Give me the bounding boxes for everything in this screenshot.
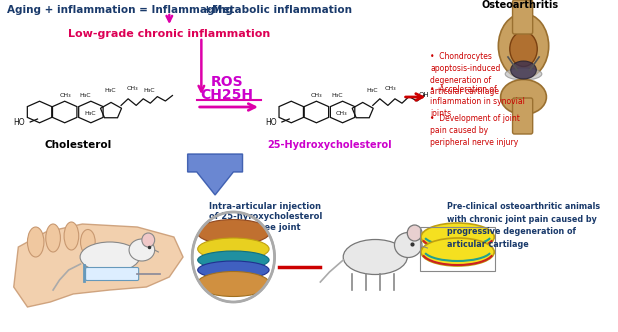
Text: OH: OH: [418, 92, 429, 98]
Text: •  Chondrocytes
apoptosis-induced
degeneration of
articular cartilage: • Chondrocytes apoptosis-induced degener…: [430, 52, 501, 96]
FancyBboxPatch shape: [85, 268, 138, 281]
Polygon shape: [14, 224, 183, 307]
Text: H₃C: H₃C: [366, 88, 378, 93]
Text: Aging + inflammation = Inflammaging: Aging + inflammation = Inflammaging: [7, 5, 234, 15]
Ellipse shape: [197, 219, 270, 244]
Text: Intra-articular injection
of 25-hyroxycholesterol
into knee joint: Intra-articular injection of 25-hyroxych…: [209, 202, 322, 232]
Ellipse shape: [501, 79, 546, 115]
Ellipse shape: [197, 272, 270, 296]
Ellipse shape: [421, 238, 494, 266]
Text: H₃C: H₃C: [144, 88, 155, 93]
Text: CH₃: CH₃: [336, 111, 347, 116]
Text: Cholesterol: Cholesterol: [44, 140, 111, 150]
Text: CH₃: CH₃: [59, 93, 71, 98]
Circle shape: [142, 233, 154, 247]
Text: ROS: ROS: [211, 75, 243, 89]
Ellipse shape: [498, 14, 549, 78]
Ellipse shape: [80, 229, 95, 255]
Text: 25-Hydroxycholesterol: 25-Hydroxycholesterol: [267, 140, 392, 150]
Text: CH₃: CH₃: [311, 93, 323, 98]
Text: •  Acceleration of
inflammation in synovial
joints: • Acceleration of inflammation in synovi…: [430, 85, 525, 118]
Ellipse shape: [506, 68, 542, 80]
Text: •  Development of joint
pain caused by
peripheral nerve injury: • Development of joint pain caused by pe…: [430, 114, 520, 147]
Ellipse shape: [421, 223, 494, 251]
FancyBboxPatch shape: [512, 98, 533, 134]
Text: H₃C: H₃C: [79, 93, 91, 98]
Text: H₃C: H₃C: [84, 111, 96, 116]
Circle shape: [407, 225, 422, 241]
Ellipse shape: [46, 224, 61, 252]
Text: H₃C: H₃C: [331, 93, 342, 98]
Ellipse shape: [510, 61, 536, 79]
Text: HO: HO: [13, 118, 25, 126]
Text: +: +: [203, 5, 212, 15]
Text: CH25H: CH25H: [200, 88, 253, 102]
Text: Pre-clinical osteoarthritic animals
with chronic joint pain caused by
progressiv: Pre-clinical osteoarthritic animals with…: [447, 202, 599, 248]
Text: Osteoarthritis: Osteoarthritis: [481, 0, 559, 10]
FancyBboxPatch shape: [512, 0, 533, 34]
Ellipse shape: [27, 227, 44, 257]
Ellipse shape: [343, 239, 407, 275]
Text: H₃C: H₃C: [104, 88, 116, 93]
Text: CH₃: CH₃: [384, 86, 396, 91]
Polygon shape: [188, 154, 242, 195]
Text: CH₃: CH₃: [127, 86, 138, 91]
Text: Metabolic inflammation: Metabolic inflammation: [213, 5, 352, 15]
Ellipse shape: [198, 238, 269, 260]
Ellipse shape: [510, 32, 537, 66]
Ellipse shape: [129, 239, 154, 261]
Text: Low-grade chronic inflammation: Low-grade chronic inflammation: [68, 29, 271, 39]
Ellipse shape: [198, 251, 269, 269]
Text: HO: HO: [265, 118, 276, 126]
Ellipse shape: [394, 232, 422, 258]
Ellipse shape: [80, 242, 140, 272]
Ellipse shape: [64, 222, 78, 250]
Circle shape: [192, 212, 274, 302]
Ellipse shape: [198, 261, 269, 279]
